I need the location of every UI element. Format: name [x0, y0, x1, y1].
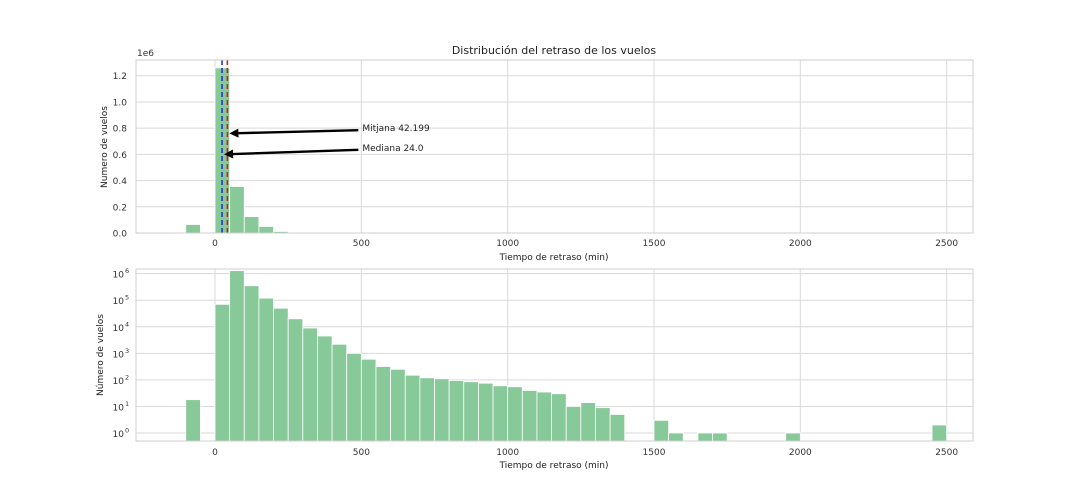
- top-plot-frame: [135, 59, 974, 234]
- bottom-y-tick-label: 10: [113, 271, 125, 281]
- annotation-arrow-head: [224, 149, 234, 159]
- bottom-histogram-bar: [258, 297, 274, 442]
- bottom-x-axis-label: Tiempo de retraso (min): [498, 461, 608, 471]
- top-y-tick-label: 0.2: [113, 203, 127, 213]
- top-x-tick-label: 500: [353, 239, 370, 249]
- bottom-x-tick-labels: 0 500 1000 1500 2000 2500: [212, 448, 958, 458]
- bottom-y-tick-label: 10: [113, 324, 125, 334]
- bottom-histogram-bar: [448, 380, 465, 442]
- top-y-tick-label: 1.2: [113, 72, 127, 82]
- bottom-y-tick-label: 10: [113, 350, 125, 360]
- top-y-tick-label: 0.8: [113, 125, 128, 135]
- top-reference-lines: [221, 60, 229, 233]
- bottom-y-tick-exponent: 3: [125, 347, 129, 355]
- bottom-x-tick-label: 500: [353, 448, 370, 458]
- top-y-scale-label: 1e6: [137, 49, 154, 59]
- bottom-histogram-bar: [214, 303, 231, 442]
- annotation-label: Mitjana 42.199: [362, 124, 430, 134]
- bottom-histogram-bar: [551, 393, 567, 442]
- bottom-histogram-bar: [375, 366, 392, 442]
- bottom-histogram-bar: [287, 318, 304, 442]
- log-histogram-panel: 0 500 1000 1500 2000 2500 10 010 110 210 310 410 51…: [96, 267, 974, 471]
- bottom-y-tick-exponent: 0: [125, 427, 129, 435]
- top-y-tick-label: 0.0: [113, 230, 128, 240]
- bottom-histogram-bar: [419, 377, 435, 442]
- bottom-histogram-bar: [478, 382, 494, 442]
- bottom-y-tick-label: 10: [113, 297, 125, 307]
- bottom-x-tick-label: 2500: [935, 448, 958, 458]
- bottom-histogram-bar: [243, 285, 260, 442]
- bottom-histogram-bar: [697, 432, 713, 442]
- bottom-histogram-bar: [390, 368, 406, 442]
- bottom-histogram-bar: [492, 385, 509, 442]
- bottom-histogram-bar: [712, 432, 728, 442]
- top-y-tick-label: 0.4: [113, 177, 128, 187]
- bottom-histogram-bar: [404, 374, 421, 442]
- top-y-tick-labels: 0.0 0.2 0.4 0.6 0.8 1.0 1.2: [113, 72, 128, 239]
- top-histogram-bar: [258, 226, 274, 234]
- top-chart-title: Distribución del retraso de los vuelos: [452, 44, 657, 57]
- annotation-arrow-shaft: [238, 128, 359, 135]
- top-histogram-bar: [229, 186, 245, 234]
- bottom-y-tick-label: 10: [113, 377, 125, 387]
- bottom-y-tick-label: 10: [113, 403, 125, 413]
- bottom-histogram-bar: [785, 432, 801, 442]
- top-histogram-bar: [243, 216, 260, 234]
- bottom-y-tick-exponent: 5: [125, 294, 129, 302]
- top-x-tick-label: 1500: [643, 239, 666, 249]
- bottom-y-tick-label: 10: [113, 430, 125, 440]
- bottom-bars: [185, 270, 948, 442]
- top-x-tick-label: 2500: [935, 239, 958, 249]
- top-y-tick-label: 1.0: [113, 98, 128, 108]
- annotation-arrow-shaft: [232, 148, 359, 156]
- bottom-histogram-bar: [931, 424, 948, 442]
- bottom-histogram-bar: [302, 327, 318, 442]
- bottom-y-tick-exponent: 4: [125, 320, 129, 328]
- bottom-histogram-bar: [273, 307, 289, 442]
- bottom-histogram-bar: [360, 358, 377, 442]
- bottom-histogram-bar: [331, 343, 348, 442]
- bottom-histogram-bar: [536, 391, 552, 442]
- bottom-x-tick-label: 1000: [496, 448, 519, 458]
- bottom-y-tick-exponent: 1: [125, 400, 129, 408]
- bottom-histogram-bar: [668, 432, 684, 442]
- bottom-histogram-bar: [346, 352, 362, 442]
- top-x-axis-label: Tiempo de retraso (min): [498, 253, 608, 263]
- annotation-arrow-head: [229, 128, 239, 138]
- bottom-y-axis-label: Número de vuelos: [96, 314, 106, 396]
- bottom-histogram-bar: [521, 390, 538, 442]
- top-y-axis-label: Numero de vuelos: [100, 106, 110, 188]
- bottom-histogram-bar: [609, 414, 626, 442]
- bottom-x-tick-label: 2000: [789, 448, 812, 458]
- bottom-histogram-bar: [229, 270, 245, 442]
- bottom-histogram-bar: [507, 386, 523, 442]
- top-y-tick-label: 0.6: [113, 151, 128, 161]
- bottom-histogram-bar: [434, 378, 450, 442]
- top-x-tick-labels: 0 500 1000 1500 2000 2500: [212, 239, 958, 249]
- annotation-label: Mediana 24.0: [362, 144, 423, 154]
- top-x-tick-label: 2000: [789, 239, 812, 249]
- bottom-histogram-bar: [595, 407, 611, 442]
- top-histogram-bar: [185, 224, 201, 234]
- bottom-histogram-bar: [565, 406, 582, 442]
- top-annotations: Mitjana 42.199 Mediana 24.0: [224, 124, 430, 159]
- bottom-y-tick-exponent: 6: [125, 267, 129, 275]
- linear-histogram-panel: Mitjana 42.199 Mediana 24.0 0 500 1000 1500 2…: [100, 44, 974, 263]
- top-x-tick-label: 0: [212, 239, 218, 249]
- bottom-histogram-bar: [580, 402, 596, 442]
- bottom-y-tick-exponent: 2: [125, 373, 129, 381]
- top-x-tick-label: 1000: [496, 239, 519, 249]
- bottom-histogram-bar: [185, 399, 201, 442]
- bottom-x-tick-label: 0: [212, 448, 218, 458]
- bottom-histogram-bar: [653, 419, 670, 442]
- bottom-histogram-bar: [463, 381, 479, 442]
- bottom-histogram-bar: [317, 335, 333, 442]
- bottom-x-tick-label: 1500: [643, 448, 666, 458]
- bottom-plot-frame: [135, 268, 974, 442]
